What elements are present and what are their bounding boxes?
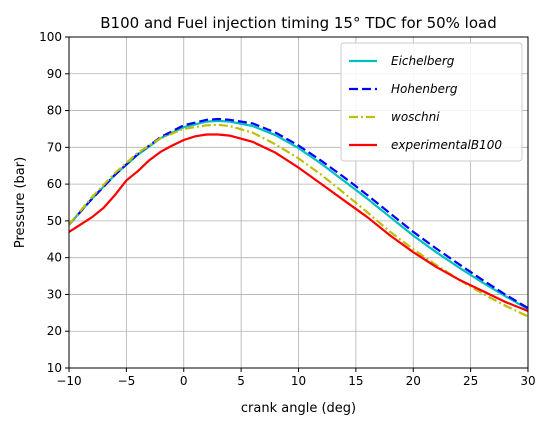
x-axis-label: crank angle (deg)	[241, 401, 356, 416]
x-tick-label: 15	[348, 374, 363, 388]
legend-entry-label: Hohenberg	[391, 82, 458, 96]
y-tick-label: 80	[47, 104, 62, 118]
x-tick-label: 5	[237, 374, 245, 388]
series-layer	[68, 117, 529, 318]
legend-entry-label: experimentalB100	[391, 138, 502, 152]
series-line-experimentalb100	[68, 133, 529, 313]
legend-entry-label: woschni	[391, 110, 440, 124]
x-tick-label: 0	[180, 374, 188, 388]
y-tick-label: 20	[47, 324, 62, 338]
legend: Eichelberg Hohenberg woschni experimentalB1…	[340, 42, 523, 162]
x-tick-label: 25	[463, 374, 478, 388]
x-tick-label: 20	[406, 374, 421, 388]
y-tick-label: 70	[47, 140, 62, 154]
y-tick-label: 40	[47, 251, 62, 265]
y-tick-label: 10	[47, 361, 62, 375]
x-tick-label: −5	[118, 374, 136, 388]
y-tick-label: 30	[47, 287, 62, 301]
series-line-hohenberg	[68, 117, 529, 310]
y-tick-label: 50	[47, 214, 62, 228]
y-tick-label: 90	[47, 67, 62, 81]
x-tick-label: 30	[520, 374, 535, 388]
x-tick-label: −10	[56, 374, 81, 388]
legend-entry-label: Eichelberg	[391, 54, 455, 68]
y-tick-label: 100	[39, 30, 62, 44]
chart-title: B100 and Fuel injection timing 15° TDC f…	[100, 14, 496, 32]
x-axis-ticks: −10 −5 0 5 10 15 20 25 30	[56, 368, 536, 388]
x-tick-label: 10	[291, 374, 306, 388]
y-tick-label: 60	[47, 177, 62, 191]
y-axis-label: Pressure (bar)	[13, 157, 28, 248]
y-axis-ticks: 10 20 30 40 50 60 70 80 90 100	[39, 30, 69, 375]
legend-box	[340, 42, 523, 162]
